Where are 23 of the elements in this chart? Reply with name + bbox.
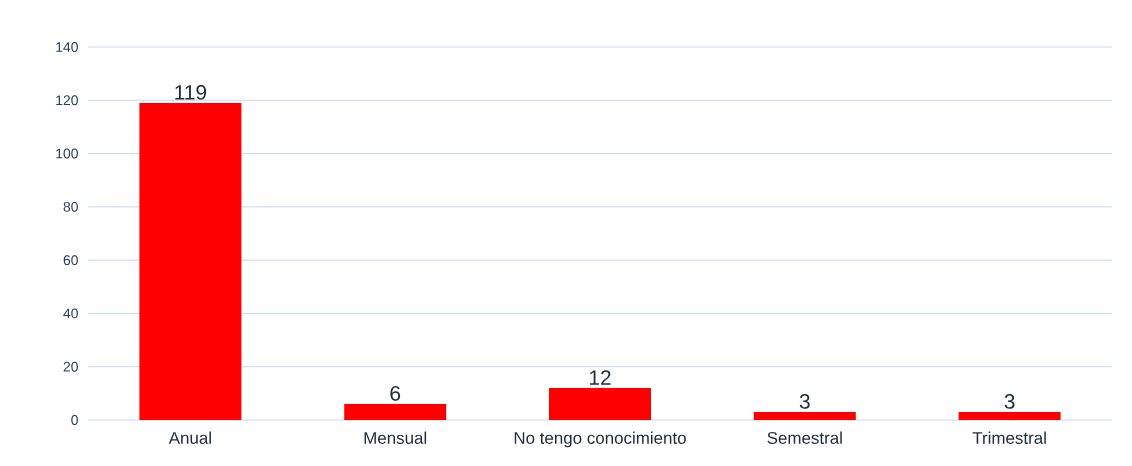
y-tick-label: 100	[56, 148, 78, 159]
data-label: 6	[390, 386, 401, 401]
y-tick-label: 120	[56, 95, 78, 106]
data-label: 3	[1004, 393, 1015, 409]
y-tick-label: 20	[63, 361, 78, 372]
y-tick-label: 60	[63, 255, 78, 266]
data-label: 119	[175, 84, 207, 100]
bar	[753, 412, 856, 420]
x-tick-label: Trimestral	[972, 431, 1046, 444]
y-tick-label: 0	[71, 415, 78, 425]
bar	[958, 412, 1061, 420]
x-tick-label: Anual	[168, 431, 211, 444]
bar	[549, 388, 651, 420]
bar	[344, 404, 447, 420]
y-tick-label: 140	[56, 42, 78, 52]
data-label: 3	[799, 393, 810, 409]
x-tick-label: Semestral	[767, 431, 842, 444]
x-tick-label: No tengo conocimiento	[514, 431, 686, 448]
x-tick-label: Mensual	[364, 431, 427, 444]
y-tick-label: 40	[63, 308, 78, 319]
bar	[139, 102, 242, 420]
y-tick-label: 80	[63, 201, 78, 212]
data-label: 12	[589, 370, 611, 385]
